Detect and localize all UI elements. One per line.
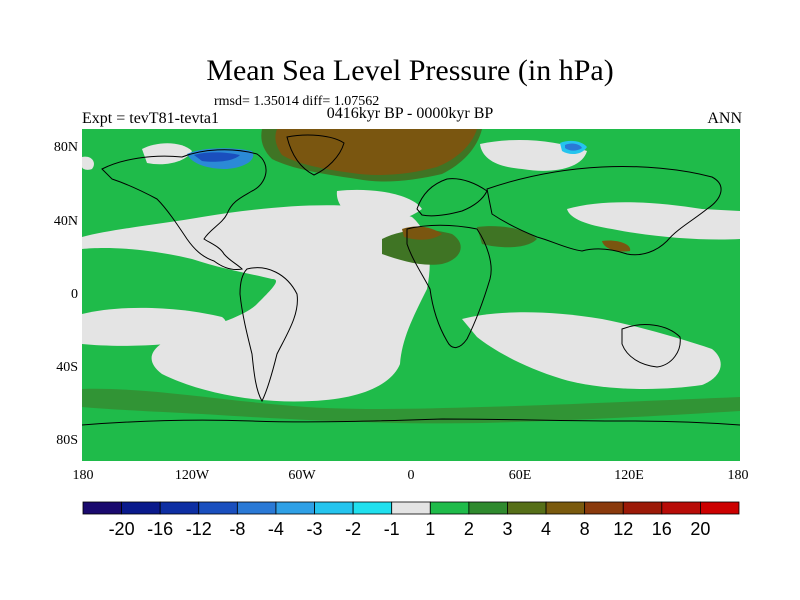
colorbar-label: 8 [579,519,590,539]
colorbar-swatch [159,501,200,515]
colorbar-label: -12 [185,519,212,539]
colorbar-swatch [429,501,470,515]
colorbar-swatch [82,501,122,515]
x-tick: 180 [72,468,94,483]
x-tick: 120W [174,468,210,483]
colorbar-label: -20 [108,519,135,539]
period-label: 0416kyr BP - 0000kyr BP [326,105,494,122]
coastlines [82,134,740,426]
x-tick: 60W [288,468,316,483]
negative-regions [187,140,587,169]
experiment-label: Expt = tevT81-tevta1 [82,110,219,127]
colorbar-label: 2 [463,519,474,539]
y-tick: 80N [53,140,78,155]
colorbar-swatch [352,501,393,515]
colorbar-swatch [622,501,663,515]
chart-title: Mean Sea Level Pressure (in hPa) [206,54,614,87]
colorbar-label: -2 [345,519,362,539]
colorbar-swatch [545,501,586,515]
colorbar-label: 12 [613,519,634,539]
x-tick: 180 [727,468,749,483]
colorbar-swatch [584,501,624,515]
colorbar-swatch [121,501,161,515]
colorbar-label: 20 [690,519,711,539]
colorbar-label: -1 [383,519,400,539]
colorbar-swatch [198,501,238,515]
colorbar-label: 16 [651,519,672,539]
colorbar [82,501,740,515]
high-positive-regions [275,129,631,252]
y-tick: 0 [71,287,78,302]
colorbar-label: -8 [229,519,246,539]
colorbar-swatch [468,501,508,515]
stats-label: rmsd= 1.35014 diff= 1.07562 [214,94,380,109]
x-tick: 120E [614,468,644,483]
colorbar-label: 1 [425,519,436,539]
colorbar-swatch [700,501,740,515]
y-tick: 80S [56,433,78,448]
y-tick: 40S [56,360,78,375]
colorbar-swatch [236,501,277,515]
colorbar-label: -4 [267,519,284,539]
colorbar-label: -16 [147,519,174,539]
colorbar-swatch [391,501,431,515]
colorbar-label: -3 [306,519,323,539]
colorbar-swatch [507,501,547,515]
near-zero-regions [82,139,740,402]
x-tick: 0 [407,468,415,483]
colorbar-label: 4 [541,519,552,539]
season-label: ANN [707,110,742,127]
x-tick: 60E [508,468,532,483]
colorbar-swatch [275,501,315,515]
colorbar-swatch [314,501,354,515]
colorbar-swatch [661,501,701,515]
pressure-map [82,129,740,461]
colorbar-label: 3 [502,519,513,539]
y-tick: 40N [53,214,78,229]
